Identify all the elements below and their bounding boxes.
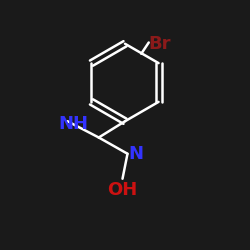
Text: Br: Br [149,35,171,53]
Text: OH: OH [108,181,138,199]
Text: NH: NH [59,115,89,133]
Text: N: N [129,145,144,163]
